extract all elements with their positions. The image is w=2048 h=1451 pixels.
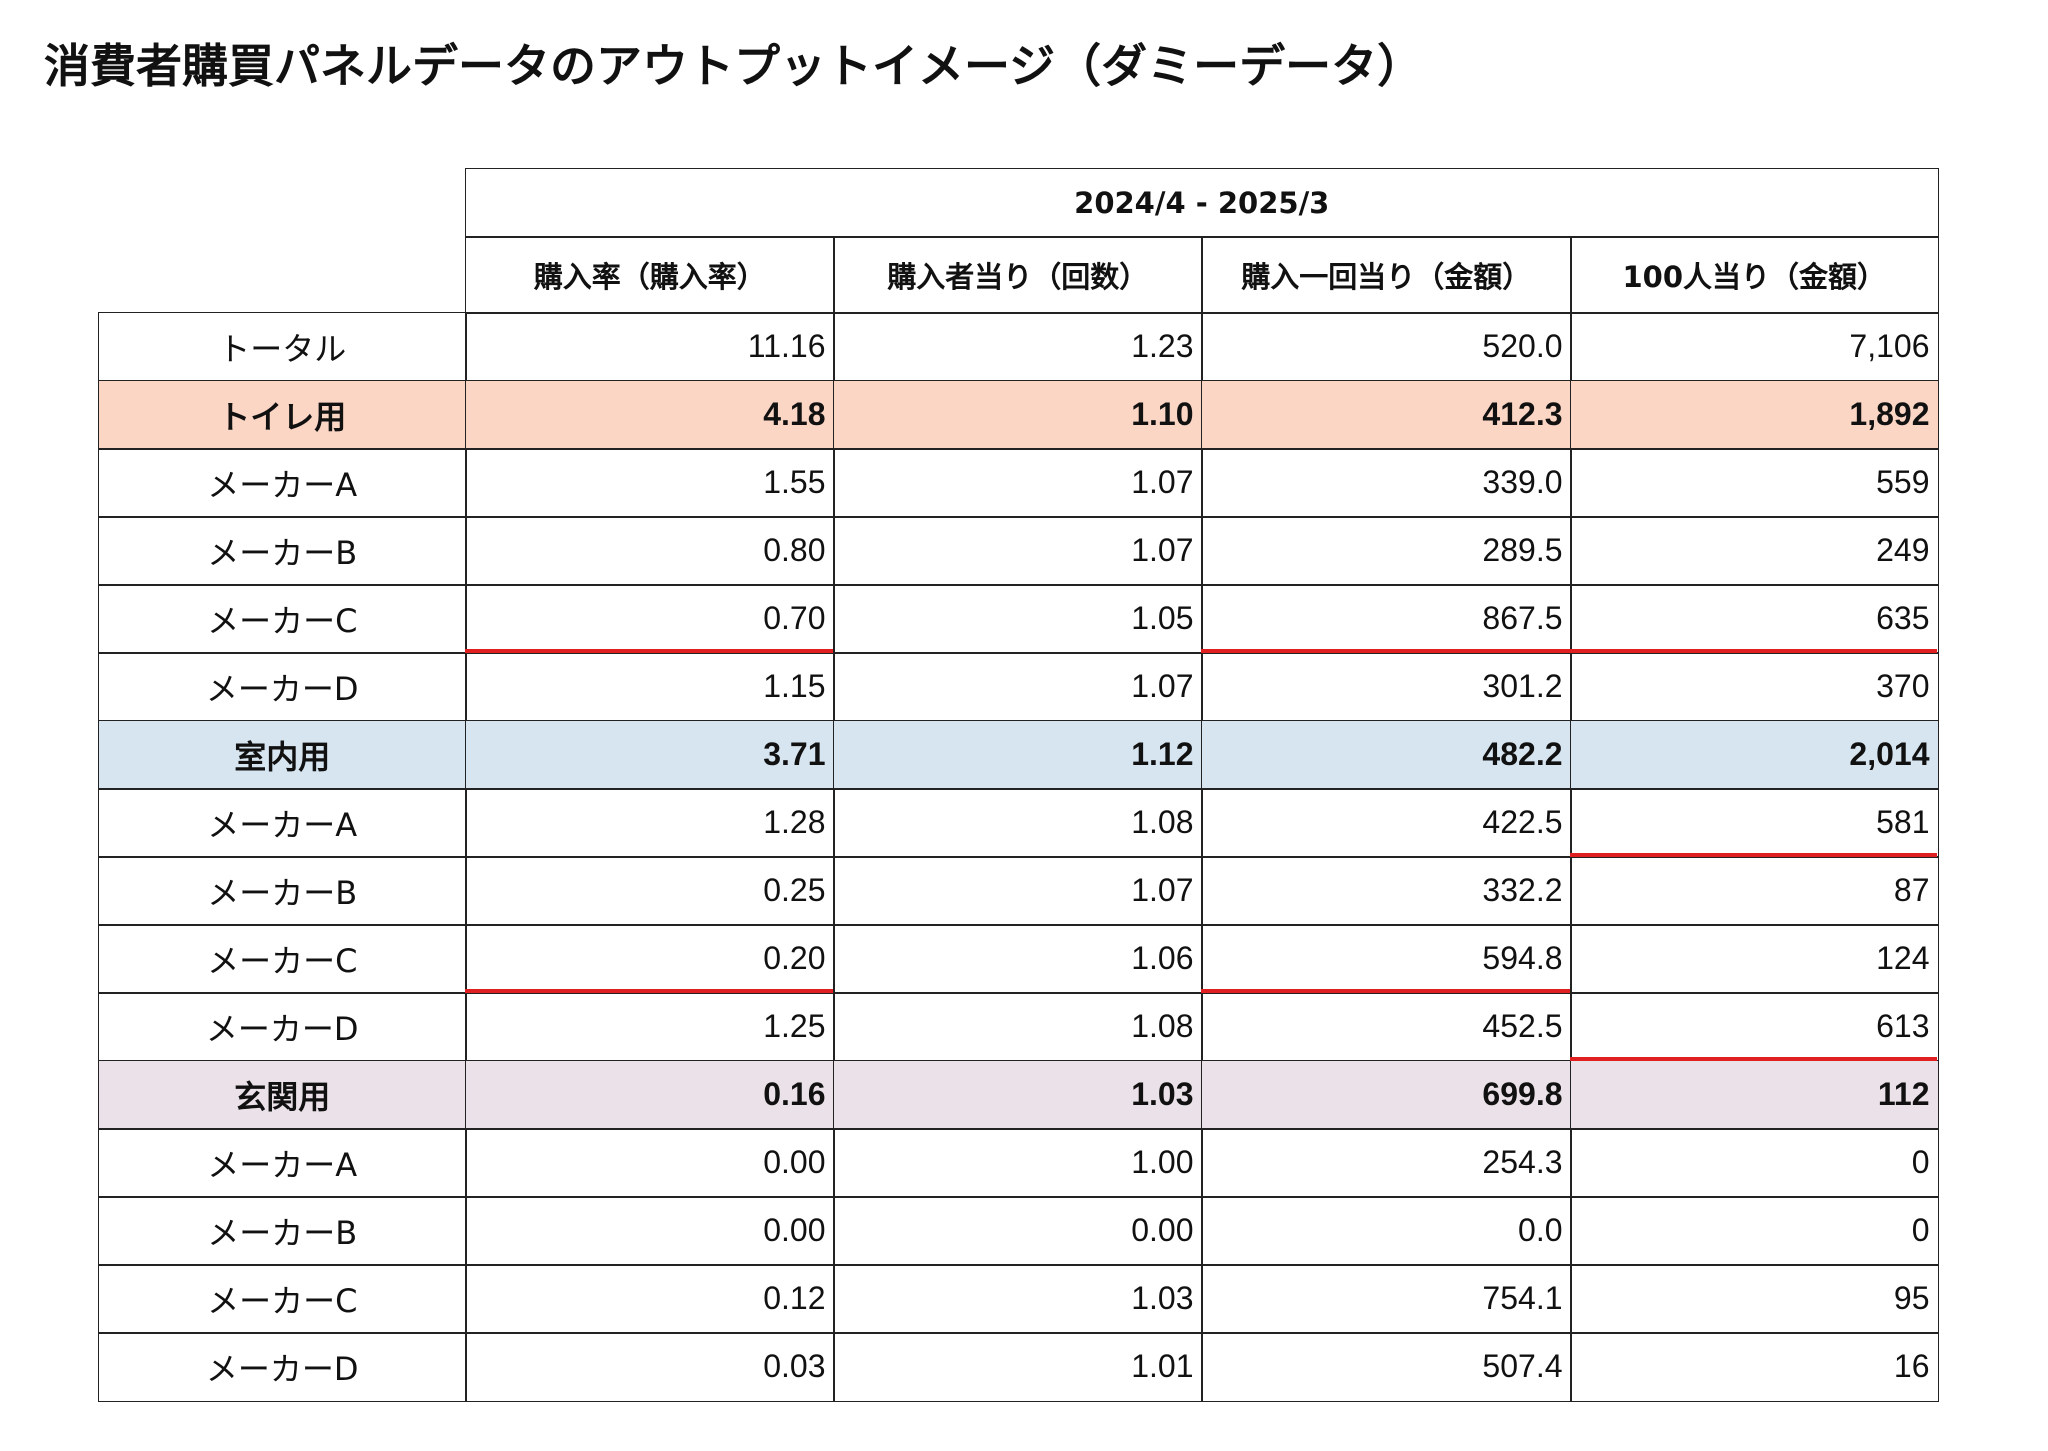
value-cell: 0.0 bbox=[1201, 1196, 1572, 1266]
value-cell: 520.0 bbox=[1201, 312, 1572, 382]
value-cell: 0.00 bbox=[465, 1128, 835, 1198]
row-label: 室内用 bbox=[98, 720, 467, 790]
value-cell: 1.01 bbox=[833, 1332, 1203, 1402]
value-cell: 1.08 bbox=[833, 992, 1203, 1062]
value-cell: 559 bbox=[1570, 448, 1939, 518]
value-cell: 0.80 bbox=[465, 516, 835, 586]
value-cell: 301.2 bbox=[1201, 652, 1572, 722]
value-cell: 370 bbox=[1570, 652, 1939, 722]
row-label: メーカーA bbox=[98, 788, 467, 858]
value-cell: 412.3 bbox=[1201, 380, 1572, 450]
value-cell: 1.28 bbox=[465, 788, 835, 858]
row-label: トイレ用 bbox=[98, 380, 467, 450]
value-cell: 2,014 bbox=[1570, 720, 1939, 790]
value-cell: 1.07 bbox=[833, 652, 1203, 722]
value-cell: 1.55 bbox=[465, 448, 835, 518]
row-label: メーカーB bbox=[98, 516, 467, 586]
row-label: メーカーD bbox=[98, 1332, 467, 1402]
red-underline bbox=[1201, 649, 1570, 653]
row-label: メーカーA bbox=[98, 1128, 467, 1198]
value-cell: 4.18 bbox=[465, 380, 835, 450]
value-cell: 867.5 bbox=[1201, 584, 1572, 654]
value-cell: 1.12 bbox=[833, 720, 1203, 790]
value-cell: 1.03 bbox=[833, 1060, 1203, 1130]
value-cell: 1.07 bbox=[833, 448, 1203, 518]
value-cell: 422.5 bbox=[1201, 788, 1572, 858]
value-cell: 254.3 bbox=[1201, 1128, 1572, 1198]
value-cell: 0.12 bbox=[465, 1264, 835, 1334]
value-cell: 699.8 bbox=[1201, 1060, 1572, 1130]
row-label: メーカーB bbox=[98, 856, 467, 926]
value-cell: 594.8 bbox=[1201, 924, 1572, 994]
value-cell: 16 bbox=[1570, 1332, 1939, 1402]
value-cell: 1.03 bbox=[833, 1264, 1203, 1334]
period-header: 2024/4 - 2025/3 bbox=[465, 168, 1939, 238]
value-cell: 635 bbox=[1570, 584, 1939, 654]
value-cell: 452.5 bbox=[1201, 992, 1572, 1062]
value-cell: 339.0 bbox=[1201, 448, 1572, 518]
value-cell: 1.00 bbox=[833, 1128, 1203, 1198]
row-label: メーカーD bbox=[98, 992, 467, 1062]
row-label: メーカーC bbox=[98, 1264, 467, 1334]
row-label: 玄関用 bbox=[98, 1060, 467, 1130]
value-cell: 0.20 bbox=[465, 924, 835, 994]
value-cell: 289.5 bbox=[1201, 516, 1572, 586]
value-cell: 0.03 bbox=[465, 1332, 835, 1402]
value-cell: 0.25 bbox=[465, 856, 835, 926]
value-cell: 613 bbox=[1570, 992, 1939, 1062]
red-underline bbox=[465, 989, 833, 993]
value-cell: 1.06 bbox=[833, 924, 1203, 994]
value-cell: 124 bbox=[1570, 924, 1939, 994]
red-underline bbox=[465, 649, 833, 653]
value-cell: 1,892 bbox=[1570, 380, 1939, 450]
value-cell: 1.25 bbox=[465, 992, 835, 1062]
column-header: 100人当り（金額） bbox=[1570, 236, 1939, 314]
value-cell: 482.2 bbox=[1201, 720, 1572, 790]
value-cell: 0 bbox=[1570, 1128, 1939, 1198]
value-cell: 332.2 bbox=[1201, 856, 1572, 926]
row-label: メーカーA bbox=[98, 448, 467, 518]
value-cell: 249 bbox=[1570, 516, 1939, 586]
value-cell: 507.4 bbox=[1201, 1332, 1572, 1402]
value-cell: 95 bbox=[1570, 1264, 1939, 1334]
value-cell: 1.08 bbox=[833, 788, 1203, 858]
column-header: 購入者当り（回数） bbox=[833, 236, 1203, 314]
value-cell: 0.16 bbox=[465, 1060, 835, 1130]
value-cell: 1.07 bbox=[833, 516, 1203, 586]
column-header: 購入率（購入率） bbox=[465, 236, 835, 314]
red-underline bbox=[1570, 853, 1937, 857]
value-cell: 0.70 bbox=[465, 584, 835, 654]
value-cell: 1.07 bbox=[833, 856, 1203, 926]
row-label: メーカーC bbox=[98, 924, 467, 994]
value-cell: 11.16 bbox=[465, 312, 835, 382]
value-cell: 754.1 bbox=[1201, 1264, 1572, 1334]
value-cell: 1.05 bbox=[833, 584, 1203, 654]
row-label: メーカーD bbox=[98, 652, 467, 722]
row-label: メーカーC bbox=[98, 584, 467, 654]
value-cell: 0 bbox=[1570, 1196, 1939, 1266]
value-cell: 0.00 bbox=[465, 1196, 835, 1266]
value-cell: 581 bbox=[1570, 788, 1939, 858]
value-cell: 3.71 bbox=[465, 720, 835, 790]
value-cell: 1.23 bbox=[833, 312, 1203, 382]
column-header: 購入一回当り（金額） bbox=[1201, 236, 1572, 314]
value-cell: 112 bbox=[1570, 1060, 1939, 1130]
value-cell: 7,106 bbox=[1570, 312, 1939, 382]
red-underline bbox=[1570, 1057, 1937, 1061]
value-cell: 87 bbox=[1570, 856, 1939, 926]
value-cell: 0.00 bbox=[833, 1196, 1203, 1266]
row-label: トータル bbox=[98, 312, 467, 382]
row-label: メーカーB bbox=[98, 1196, 467, 1266]
red-underline bbox=[1201, 989, 1570, 993]
value-cell: 1.15 bbox=[465, 652, 835, 722]
value-cell: 1.10 bbox=[833, 380, 1203, 450]
page-title: 消費者購買パネルデータのアウトプットイメージ（ダミーデータ） bbox=[44, 39, 1424, 93]
red-underline bbox=[1570, 649, 1937, 653]
